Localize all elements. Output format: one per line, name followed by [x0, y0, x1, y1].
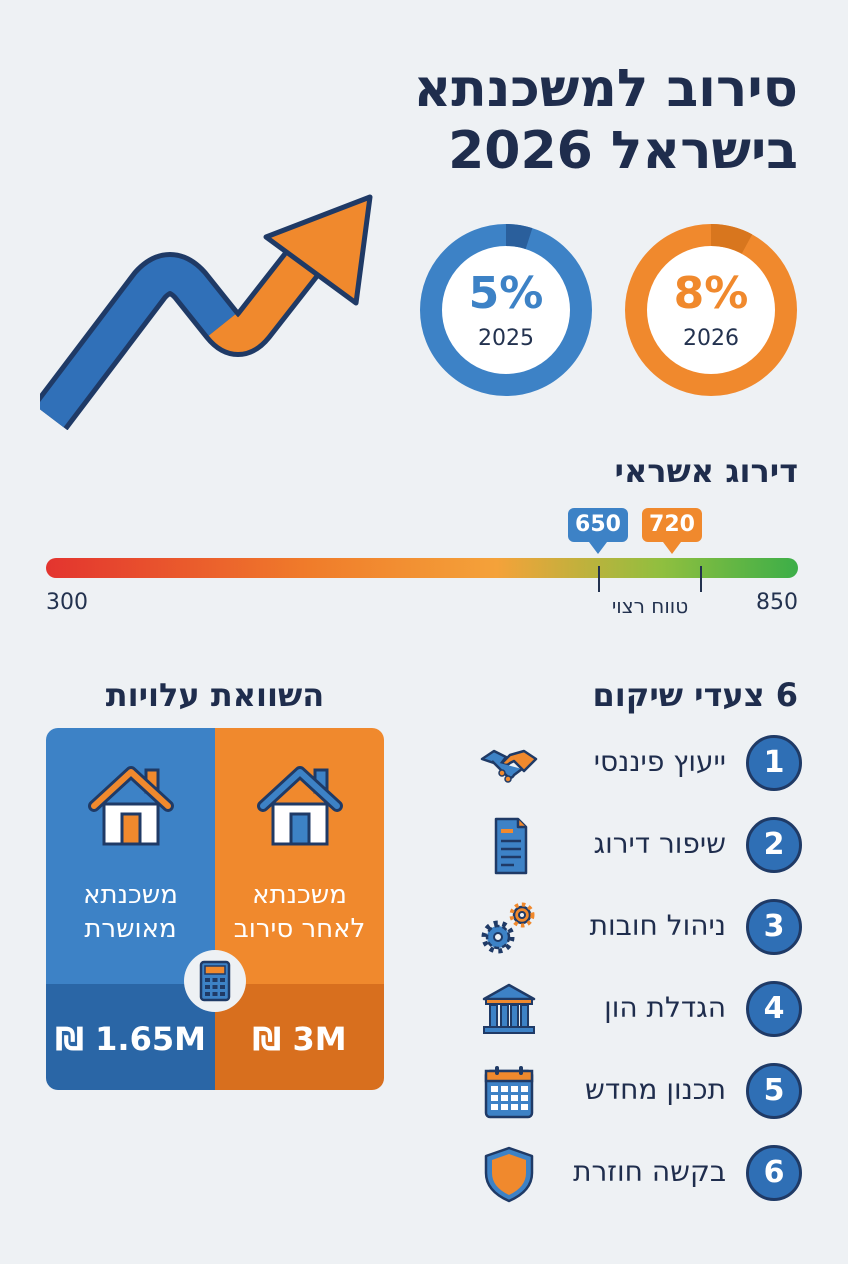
title-line-2: בישראל 2026 — [448, 121, 798, 181]
after-reject-top: משכנתא לאחר סירוב — [215, 728, 384, 984]
ring-2026-graphic — [625, 223, 797, 396]
step-item-3: 3 ניהול חובות — [472, 897, 802, 961]
step-number: 5 — [746, 1063, 802, 1119]
ring-2025-graphic — [420, 223, 592, 396]
comparison-card: משכנתא מאושרת 1.65M ₪ משכנתא לאחר סירוב … — [46, 728, 384, 1090]
step-number: 3 — [746, 899, 802, 955]
score-pin-650-label: 650 — [575, 512, 621, 537]
ring-2026: 8% 2026 — [623, 222, 799, 398]
step-item-6: 6 בקשה חוזרת — [472, 1143, 802, 1207]
range-tick-end — [700, 566, 702, 592]
step-item-4: 4 הגדלת הון — [472, 979, 802, 1043]
house-icon — [257, 766, 343, 846]
ring-2025: 5% 2025 — [418, 222, 594, 398]
gears-icon — [481, 902, 535, 954]
approved-label-line-2: מאושרת — [84, 914, 177, 944]
step-label: תכנון מחדש — [584, 1073, 726, 1106]
handshake-icon — [480, 749, 538, 783]
scale-max-label: 850 — [756, 590, 798, 615]
credit-heading: דירוג אשראי — [614, 452, 798, 490]
step-number: 2 — [746, 817, 802, 873]
step-label: ניהול חובות — [589, 909, 726, 942]
calculator-badge — [184, 950, 246, 1012]
ring-2025-value: 5% — [468, 268, 544, 319]
title-line-1: סירוב למשכנתא — [413, 59, 798, 119]
steps-heading: 6 צעדי שיקום — [592, 676, 799, 714]
step-label: שיפור דירוג — [593, 827, 726, 860]
step-label: הגדלת הון — [604, 991, 726, 1024]
step-label: בקשה חוזרת — [573, 1155, 726, 1188]
approved-column: משכנתא מאושרת 1.65M ₪ — [46, 728, 215, 1090]
ring-2026-value: 8% — [673, 268, 749, 319]
ring-2026-year: 2026 — [683, 326, 739, 351]
step-item-5: 5 תכנון מחדש — [472, 1061, 802, 1125]
score-pin-720-label: 720 — [649, 512, 695, 537]
step-label: ייעוץ פיננסי — [593, 745, 726, 778]
approved-label: משכנתא מאושרת — [46, 878, 215, 946]
score-pin-720: 720 — [642, 508, 702, 554]
desired-range-label: טווח רצוי — [611, 594, 689, 618]
document-icon — [494, 817, 528, 875]
credit-scale-bar — [46, 558, 798, 578]
range-tick-start — [598, 566, 600, 592]
scale-min-label: 300 — [46, 590, 88, 615]
step-number: 4 — [746, 981, 802, 1037]
after-reject-amount: 3M ₪ — [252, 1020, 347, 1058]
house-icon — [88, 766, 174, 846]
calendar-icon — [484, 1066, 534, 1119]
approved-amount: 1.65M ₪ — [55, 1020, 206, 1058]
step-item-1: 1 ייעוץ פיננסי — [472, 733, 802, 797]
after-reject-column: משכנתא לאחר סירוב 3M ₪ — [215, 728, 384, 1090]
page-title: סירוב למשכנתא בישראל 2026 — [238, 58, 798, 182]
bank-icon — [482, 983, 536, 1034]
approved-top: משכנתא מאושרת — [46, 728, 215, 984]
step-number: 1 — [746, 735, 802, 791]
after-reject-label-line-2: לאחר סירוב — [233, 914, 366, 944]
step-item-2: 2 שיפור דירוג — [472, 815, 802, 879]
score-pin-650: 650 — [568, 508, 628, 554]
comparison-heading: השוואת עלויות — [105, 676, 325, 714]
shield-icon — [484, 1146, 534, 1203]
ring-2025-year: 2025 — [478, 326, 534, 351]
step-number: 6 — [746, 1145, 802, 1201]
after-reject-bottom: 3M ₪ — [215, 984, 384, 1090]
after-reject-label: משכנתא לאחר סירוב — [215, 878, 384, 946]
after-reject-label-line-1: משכנתא — [252, 880, 347, 910]
approved-bottom: 1.65M ₪ — [46, 984, 215, 1090]
calculator-icon — [199, 960, 231, 1002]
trend-arrow-icon — [40, 194, 373, 430]
approved-label-line-1: משכנתא — [83, 880, 178, 910]
